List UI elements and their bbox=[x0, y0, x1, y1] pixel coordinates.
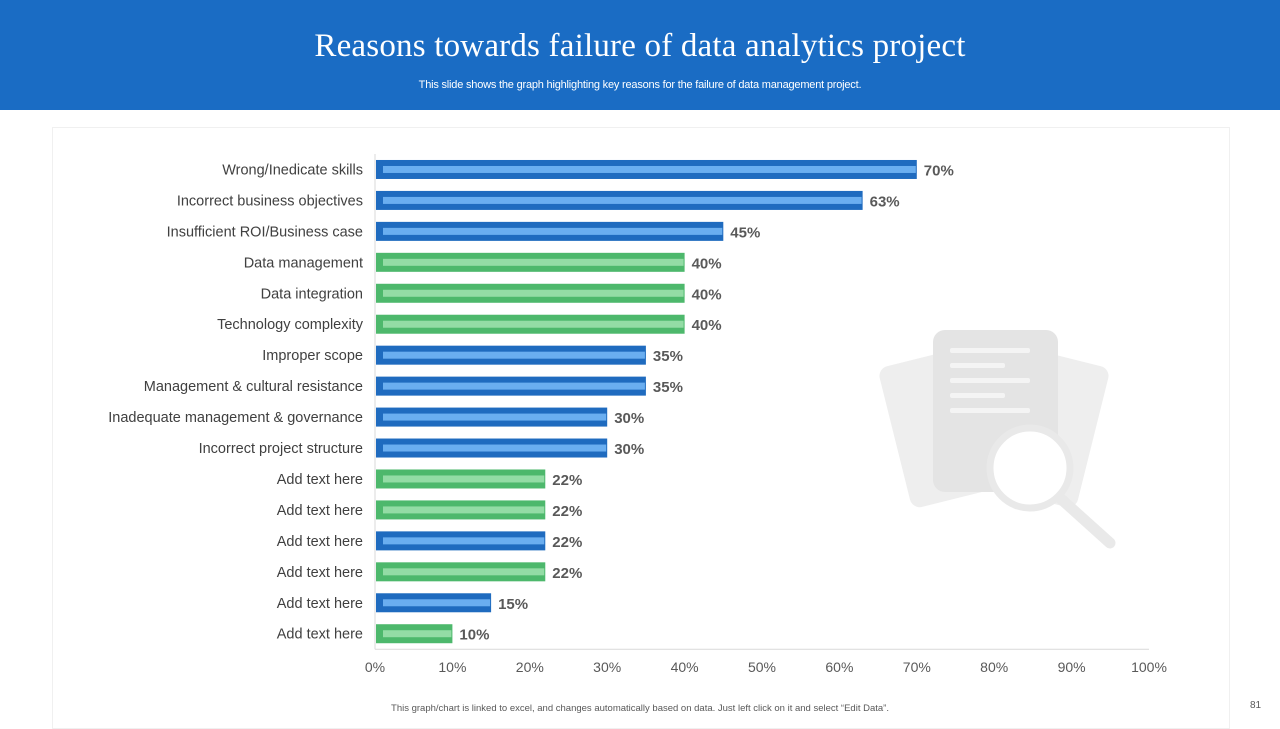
data-label: 22% bbox=[552, 472, 582, 489]
x-tick-label: 0% bbox=[365, 659, 385, 675]
x-tick-label: 80% bbox=[980, 659, 1008, 675]
bar-highlight bbox=[383, 506, 545, 514]
document-magnifier-icon bbox=[879, 330, 1116, 549]
category-label: Incorrect business objectives bbox=[177, 193, 363, 209]
category-label: Inadequate management & governance bbox=[108, 410, 363, 426]
category-label: Add text here bbox=[277, 472, 363, 488]
data-label: 15% bbox=[498, 596, 528, 613]
data-label: 22% bbox=[552, 565, 582, 582]
category-label: Data management bbox=[244, 255, 363, 271]
x-tick-label: 50% bbox=[748, 659, 776, 675]
slide-title: Reasons towards failure of data analytic… bbox=[314, 28, 966, 64]
bar-highlight bbox=[383, 413, 607, 421]
x-tick-label: 90% bbox=[1058, 659, 1086, 675]
category-label: Add text here bbox=[277, 596, 363, 612]
category-label: Incorrect project structure bbox=[199, 441, 363, 457]
category-labels: Wrong/Inedicate skills Incorrect business… bbox=[108, 162, 363, 642]
doc-line bbox=[950, 363, 1005, 368]
slide-subtitle: This slide shows the graph highlighting … bbox=[418, 79, 862, 91]
x-tick-labels: 0% 10% 20% 30% 40% 50% 60% 70% 80% 90% 100% bbox=[365, 659, 1167, 675]
category-label: Insufficient ROI/Business case bbox=[167, 224, 363, 240]
data-label: 35% bbox=[653, 348, 683, 365]
data-label: 40% bbox=[692, 255, 722, 272]
category-label: Data integration bbox=[261, 286, 363, 302]
data-label: 40% bbox=[692, 286, 722, 303]
bar-highlight bbox=[383, 165, 916, 173]
chart-bars bbox=[376, 159, 917, 644]
data-label: 30% bbox=[614, 441, 644, 458]
bar-highlight bbox=[383, 537, 545, 545]
bar-highlight bbox=[383, 320, 684, 328]
chart-axes bbox=[374, 154, 1149, 650]
bar-highlight bbox=[383, 258, 684, 266]
value-labels: 70% 63% 45% 40% 40% 40% 35% 35% 30% 30% 22% 22% 22% 2… bbox=[459, 162, 953, 643]
category-label: Add text here bbox=[277, 534, 363, 550]
bar-highlight bbox=[383, 599, 491, 607]
data-label: 10% bbox=[459, 627, 489, 644]
category-label: Improper scope bbox=[262, 348, 363, 364]
magnifier-lens bbox=[986, 424, 1074, 512]
category-label: Add text here bbox=[277, 565, 363, 581]
doc-line bbox=[950, 393, 1005, 398]
x-tick-label: 40% bbox=[671, 659, 699, 675]
x-tick-label: 10% bbox=[438, 659, 466, 675]
bar-highlight bbox=[383, 227, 723, 235]
x-tick-label: 60% bbox=[825, 659, 853, 675]
doc-line bbox=[950, 378, 1030, 383]
x-tick-label: 100% bbox=[1131, 659, 1167, 675]
bar-highlight bbox=[383, 630, 452, 638]
x-tick-label: 70% bbox=[903, 659, 931, 675]
bar-highlight bbox=[383, 196, 862, 204]
data-label: 45% bbox=[730, 224, 760, 241]
category-label: Add text here bbox=[277, 503, 363, 519]
data-label: 22% bbox=[552, 503, 582, 520]
category-label: Wrong/Inedicate skills bbox=[222, 162, 363, 178]
page-number: 81 bbox=[1250, 700, 1262, 711]
x-tick-label: 30% bbox=[593, 659, 621, 675]
data-label: 22% bbox=[552, 534, 582, 551]
title-banner: Reasons towards failure of data analytic… bbox=[0, 0, 1280, 110]
footnote: This graph/chart is linked to excel, and… bbox=[391, 703, 889, 714]
category-label: Management & cultural resistance bbox=[144, 379, 363, 395]
x-tick-label: 20% bbox=[516, 659, 544, 675]
category-label: Add text here bbox=[277, 627, 363, 643]
category-label: Technology complexity bbox=[217, 317, 364, 333]
data-label: 35% bbox=[653, 379, 683, 396]
bar-highlight bbox=[383, 444, 607, 452]
doc-line bbox=[950, 348, 1030, 353]
data-label: 63% bbox=[870, 193, 900, 210]
bar-highlight bbox=[383, 351, 645, 359]
data-label: 30% bbox=[614, 410, 644, 427]
bar-highlight bbox=[383, 289, 684, 297]
bar-highlight bbox=[383, 382, 645, 390]
bar-highlight bbox=[383, 475, 545, 483]
data-label: 70% bbox=[924, 162, 954, 179]
magnifier-handle bbox=[1054, 492, 1116, 549]
data-label: 40% bbox=[692, 317, 722, 334]
bar-highlight bbox=[383, 568, 545, 576]
doc-line bbox=[950, 408, 1030, 413]
